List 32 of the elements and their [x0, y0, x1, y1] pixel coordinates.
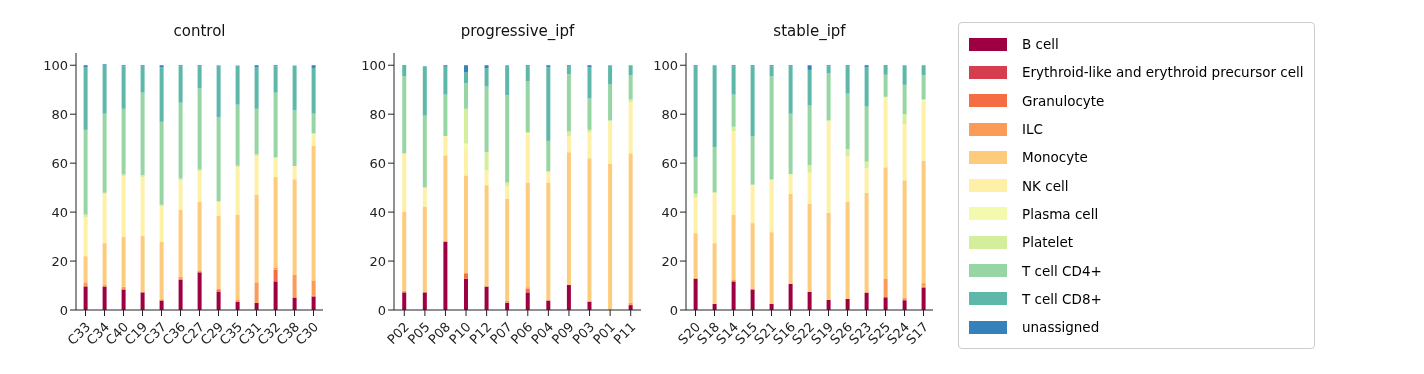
y-tick-label: 40	[661, 204, 678, 220]
legend-label: Granulocyte	[1022, 92, 1105, 109]
legend-label: B cell	[1022, 36, 1059, 53]
chart-title: stable_ipf	[772, 22, 847, 40]
legend-label: ILC	[1022, 121, 1043, 138]
y-tick-label: 80	[661, 106, 678, 122]
y-tick-label: 0	[669, 302, 678, 318]
y-tick-label: 100	[361, 57, 386, 73]
y-tick-label: 60	[51, 155, 68, 171]
y-tick-label: 100	[43, 57, 68, 73]
y-tick-label: 80	[369, 106, 386, 122]
y-tick-label: 40	[51, 204, 68, 220]
y-tick-label: 20	[51, 253, 68, 269]
y-tick-label: 0	[377, 302, 386, 318]
y-tick-label: 20	[661, 253, 678, 269]
y-tick-label: 20	[369, 253, 386, 269]
y-tick-label: 80	[51, 106, 68, 122]
y-tick-label: 60	[661, 155, 678, 171]
y-tick-label: 100	[653, 57, 678, 73]
legend-label: Monocyte	[1022, 149, 1088, 166]
legend-label: T cell CD4+	[1022, 262, 1102, 279]
y-tick-label: 40	[369, 204, 386, 220]
y-tick-label: 0	[59, 302, 68, 318]
y-tick-label: 60	[369, 155, 386, 171]
chart-title: control	[172, 22, 227, 40]
legend-label: T cell CD8+	[1022, 290, 1102, 307]
legend-label: unassigned	[1022, 319, 1100, 336]
legend-label: Plasma cell	[1022, 205, 1099, 222]
chart-title: progressive_ipf	[459, 22, 576, 40]
legend-label: NK cell	[1022, 177, 1069, 194]
legend-label: Erythroid-like and erythroid precursor cell	[1022, 64, 1304, 81]
legend-label: Platelet	[1022, 234, 1074, 251]
